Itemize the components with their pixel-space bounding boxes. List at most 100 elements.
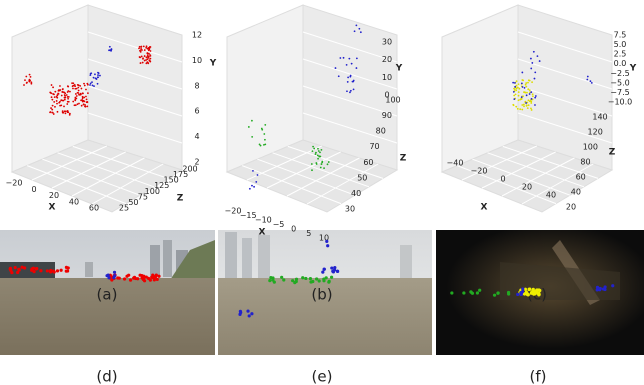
point-cloud-dot [83,84,86,87]
detection-dot [17,267,21,272]
point-cloud-dot [83,96,86,99]
point-cloud-dot [68,113,71,116]
point-cloud-dot [50,84,53,86]
point-cloud-dot [321,161,324,164]
grid-line [87,58,183,90]
detection-dot [527,288,531,292]
photo-caption: (d) [96,368,117,385]
detection-dot [282,278,286,282]
grid-line [57,152,155,188]
point-cloud-dot [320,163,323,165]
point-cloud-dot [63,110,66,113]
z-tick-label: 150 [164,176,179,185]
detection-dot [478,288,482,292]
point-cloud-dot [149,54,151,56]
point-cloud-dot [49,111,52,113]
point-cloud-dot [56,102,58,105]
point-cloud-dot [319,166,322,169]
point-cloud-dot [521,71,524,74]
y-tick-label: 10 [382,73,392,82]
point-cloud-dot [145,46,148,49]
grid-line [91,163,164,205]
z-tick-label: 75 [138,192,148,201]
point-cloud-dot [530,109,533,111]
point-cloud-dot [85,98,88,101]
detection-dot [52,270,56,274]
y-tick-label: −5.0 [610,78,629,87]
z-tick-label: 60 [363,158,373,167]
point-cloud-dot [349,74,352,77]
point-cloud-dot [26,81,28,84]
detection-dot [492,293,497,297]
x-tick-label: −20 [225,207,242,216]
grid-line [302,58,398,90]
x-tick-label: 20 [522,183,532,192]
detection-dot [106,273,110,277]
photo-d [0,230,215,355]
point-cloud-dot [110,49,112,52]
point-cloud-dot [67,97,70,100]
y-tick-label: 7.5 [614,31,627,40]
point-cloud-dot [514,82,516,84]
detection-dot [529,291,533,295]
point-cloud-dot [529,57,532,60]
point-cloud-dot [311,150,314,152]
point-cloud-dot [534,71,537,74]
point-cloud-dot [78,102,80,105]
detection-dot [293,281,297,285]
detection-dot [122,277,127,281]
point-cloud-dot [334,67,337,69]
point-cloud-dot [142,45,145,48]
detection-dot [144,275,148,279]
point-cloud-dot [339,57,342,59]
point-cloud-dot [140,45,143,48]
x-tick-label: 40 [546,191,556,200]
point-cloud-dot [512,103,515,106]
detection-dot [524,290,528,294]
point-cloud-dot [251,184,253,187]
z-tick-label: 100 [145,187,160,196]
point-cloud-dot [251,135,254,138]
point-cloud-dot [524,83,527,86]
point-cloud-dot [320,148,323,151]
detection-dot [13,266,17,270]
grid-line [461,145,538,181]
point-cloud-dot [248,187,251,190]
point-cloud-dot [530,102,533,104]
x-tick-label: −10 [255,216,272,225]
point-cloud-dot [53,101,56,103]
point-cloud-dot [67,90,70,92]
point-cloud-dot [525,82,528,84]
y-tick-label: 6 [194,107,199,116]
grid-line [71,157,145,197]
detection-dot [59,268,63,272]
point-cloud-dot [346,90,348,93]
point-cloud-dot [23,84,25,86]
point-cloud-dot [79,85,82,87]
point-cloud-dot [28,80,31,82]
grid-line [242,165,342,205]
grid-line [87,112,183,144]
point-cloud-dot [314,153,317,156]
detection-dot [66,266,70,270]
detection-dot [23,266,27,270]
point-cloud-dot [315,151,317,154]
grid-line [517,58,613,90]
detection-dot [322,267,326,271]
detection-dot [523,287,528,291]
point-cloud-dot [530,107,532,110]
point-cloud-dot [72,100,75,103]
x-tick-label: −5 [273,220,285,229]
z-tick-label: 140 [592,113,607,122]
point-cloud-dot [61,110,64,113]
y-tick-label: 5.0 [614,40,627,49]
grid-line [501,157,575,197]
grid-line [306,163,379,205]
detection-dot [30,268,34,272]
point-cloud-dot [94,73,96,76]
point-cloud-dot [138,45,141,48]
detection-dot [16,270,20,275]
point-cloud-dot [359,31,362,34]
point-cloud-dot [586,75,589,78]
point-cloud-dot [81,97,84,100]
